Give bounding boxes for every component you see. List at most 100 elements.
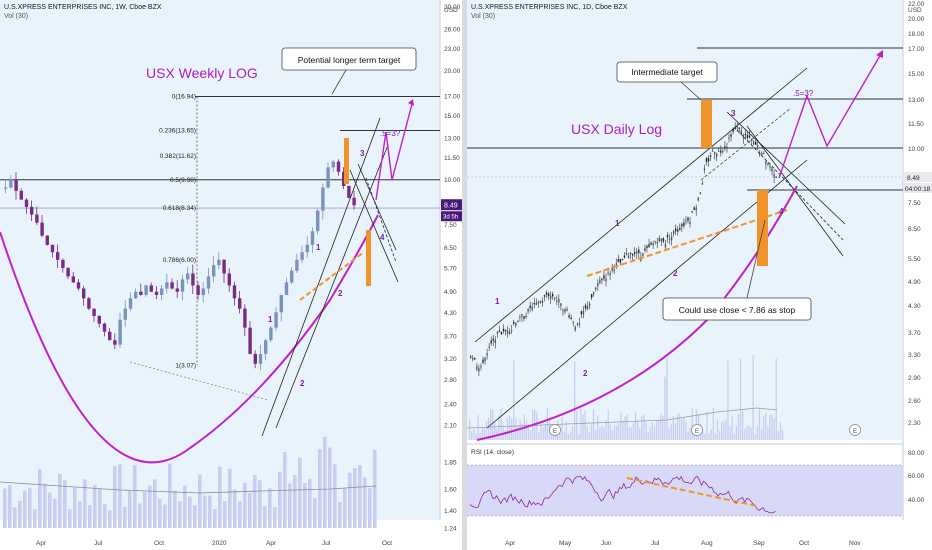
daily-chart-canvas[interactable]: 22.00 20.00 18.00 17.00 15.00 13.00 11.50 10.00… xyxy=(467,0,932,550)
weekly-volume-bar xyxy=(93,484,97,528)
weekly-volume-bar xyxy=(228,468,232,528)
daily-axis-tick: 20.00 xyxy=(908,16,925,23)
daily-candle xyxy=(529,305,531,308)
daily-volume-bar xyxy=(765,412,767,440)
daily-orange-trend xyxy=(586,209,788,277)
daily-axis-tick: 4.90 xyxy=(908,279,921,286)
weekly-axis-tick: 6.50 xyxy=(444,245,457,252)
daily-candle xyxy=(607,272,609,274)
daily-candle xyxy=(662,238,665,242)
weekly-trend-line xyxy=(261,117,381,437)
daily-candle xyxy=(498,330,501,332)
weekly-volume-bar xyxy=(353,468,357,528)
daily-candle xyxy=(679,227,681,230)
daily-volume-bar xyxy=(639,428,641,440)
daily-candle xyxy=(482,359,484,363)
weekly-candle xyxy=(217,259,221,266)
daily-volume-bar xyxy=(763,415,765,440)
weekly-volume-bar xyxy=(238,501,242,528)
weekly-axis-tick: 20.00 xyxy=(444,68,461,75)
daily-chart-header: U.S.XPRESS ENTERPRISES INC, 1D, Cboe BZX… xyxy=(471,3,627,21)
daily-volume-bar xyxy=(624,416,626,440)
weekly-callout-pointer xyxy=(331,69,347,95)
daily-volume-bar xyxy=(645,422,647,440)
weekly-candle xyxy=(290,270,294,283)
daily-candle xyxy=(541,301,544,303)
daily-wave-label: 2 xyxy=(673,269,678,278)
daily-chart-pane[interactable]: 22.00 20.00 18.00 17.00 15.00 13.00 11.50 10.00… xyxy=(467,0,932,550)
weekly-volume-bar xyxy=(158,498,162,528)
daily-candle xyxy=(668,238,671,240)
weekly-volume-bar xyxy=(268,488,272,528)
weekly-candle xyxy=(102,323,107,332)
daily-volume-bar xyxy=(634,411,637,440)
daily-candle xyxy=(537,302,540,304)
daily-candle xyxy=(586,306,589,310)
daily-volume-bar xyxy=(660,413,662,440)
weekly-fib-label: 0.618(8.34) xyxy=(163,205,196,212)
weekly-volume-bar xyxy=(303,483,307,528)
rsi-axis-tick: 80.00 xyxy=(908,450,925,457)
daily-volume-bar xyxy=(718,430,721,440)
daily-candle xyxy=(502,328,505,332)
daily-candle xyxy=(494,339,496,343)
daily-volume-bar xyxy=(773,418,775,440)
weekly-candle xyxy=(118,319,122,345)
weekly-volume-bar xyxy=(38,469,42,528)
daily-candle xyxy=(601,278,603,281)
weekly-candle xyxy=(222,259,226,274)
daily-candle xyxy=(769,166,771,168)
daily-candle xyxy=(597,283,599,287)
daily-volume-bar xyxy=(622,420,624,440)
daily-candle xyxy=(490,340,492,344)
weekly-volume-bar xyxy=(168,463,172,528)
weekly-countdown-badge xyxy=(441,211,462,222)
daily-volume-bar xyxy=(542,427,544,440)
weekly-axis-tick: 26.00 xyxy=(444,27,461,34)
daily-candle xyxy=(554,298,556,300)
daily-volume-bar xyxy=(632,422,635,440)
daily-candle xyxy=(543,295,546,297)
weekly-axis-tick: 10.00 xyxy=(444,177,461,184)
daily-volume-bar xyxy=(475,433,477,440)
weekly-candle xyxy=(264,340,268,354)
daily-candle xyxy=(740,130,742,135)
daily-volume-bar xyxy=(571,426,574,440)
daily-axis-tick: 7.50 xyxy=(908,200,921,207)
weekly-chart-canvas[interactable]: 30.00 26.00 23.00 20.00 17.00 15.00 13.00 11.50… xyxy=(0,0,462,550)
daily-candle xyxy=(656,242,658,244)
daily-volume-bar xyxy=(710,429,712,440)
daily-candle xyxy=(611,268,613,271)
daily-volume-bar xyxy=(672,416,674,440)
daily-candle xyxy=(521,314,523,317)
daily-volume-bar xyxy=(487,417,490,440)
daily-candle xyxy=(584,305,587,309)
daily-candle xyxy=(629,252,632,255)
weekly-candle xyxy=(310,231,315,245)
weekly-volume-bar xyxy=(253,475,257,528)
daily-candle xyxy=(763,153,765,155)
weekly-projection-path xyxy=(375,103,413,201)
weekly-chart-pane[interactable]: 30.00 26.00 23.00 20.00 17.00 15.00 13.00 11.50… xyxy=(0,0,462,550)
weekly-volume-bar xyxy=(13,507,17,528)
weekly-fib-label: 0.5(9.98) xyxy=(170,177,196,184)
daily-candle xyxy=(703,168,706,170)
daily-volume-bar xyxy=(469,419,471,440)
daily-volume-bar xyxy=(527,424,530,440)
daily-volume-bar xyxy=(546,408,548,440)
daily-volume-bar xyxy=(655,421,658,440)
pane-divider[interactable] xyxy=(462,0,467,550)
daily-volume-bar xyxy=(565,421,567,440)
daily-candle xyxy=(560,303,562,306)
daily-candle xyxy=(748,135,751,138)
daily-candle xyxy=(472,357,474,360)
daily-axis-tick: 18.00 xyxy=(908,31,925,38)
weekly-fib-label: 1(3.07) xyxy=(175,362,196,369)
weekly-axis-tick: 11.50 xyxy=(444,155,460,162)
weekly-candle xyxy=(139,291,143,295)
daily-x-tick: Jul xyxy=(651,540,660,547)
weekly-countdown-text: 3d 5h xyxy=(443,215,458,221)
weekly-volume-bar xyxy=(108,510,112,528)
daily-volume-bar xyxy=(578,433,580,440)
daily-volume-bar xyxy=(714,433,716,440)
